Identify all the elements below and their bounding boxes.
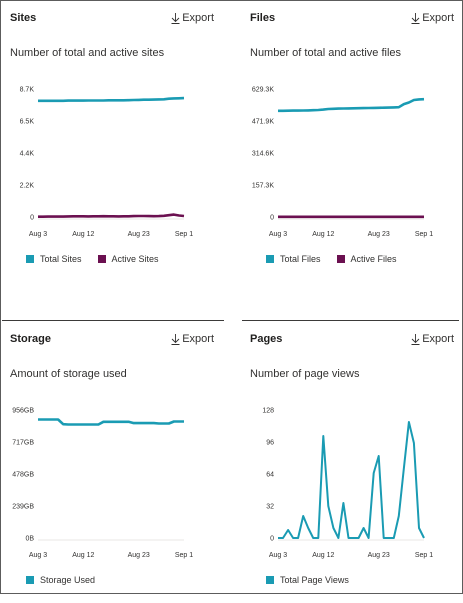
export-label: Export [422, 12, 454, 24]
legend-item-active-sites[interactable]: Active Sites [97, 254, 159, 264]
sites-chart: 8.7K 6.5K 4.4K 2.2K 0 Aug 3 Aug 12 Aug 23 Sep 1 [20, 87, 194, 239]
export-label: Export [422, 333, 454, 345]
legend-label: Active Sites [111, 254, 159, 264]
y-tick-label: 6.5K [20, 119, 35, 126]
sites-panel: Sites Export Number of total and active … [2, 2, 222, 282]
pages-chart: 128 96 64 32 0 Aug 3 Aug 12 Aug 23 Sep 1 [262, 408, 433, 560]
panel-title: Pages [250, 333, 283, 345]
panel-title: Sites [10, 12, 37, 24]
row-divider-left [2, 320, 224, 321]
export-label: Export [182, 12, 214, 24]
y-tick-label: 0 [30, 215, 34, 222]
panel-subtitle: Number of total and active sites [10, 47, 165, 59]
files-chart: 629.3K 471.9K 314.6K 157.3K 0 Aug 3 Aug 12 Aug … [252, 87, 433, 239]
y-tick-label: 717GB [12, 440, 34, 447]
files-panel: Files Export Number of total and active … [242, 2, 462, 282]
export-button[interactable]: Export [171, 12, 214, 24]
pages-panel: Pages Export Number of page views 128 96 6… [242, 323, 462, 603]
export-button[interactable]: Export [411, 333, 454, 345]
y-tick-label: 0 [270, 215, 274, 222]
panel-title: Files [250, 12, 276, 24]
legend-item-total-page-views[interactable]: Total Page Views [266, 575, 349, 585]
x-tick-label: Sep 1 [175, 231, 193, 238]
panel-subtitle: Amount of storage used [10, 368, 127, 380]
download-icon [171, 12, 180, 24]
x-tick-label: Aug 12 [312, 231, 334, 238]
x-tick-label: Aug 23 [368, 552, 390, 559]
x-tick-label: Aug 12 [312, 552, 334, 559]
legend-label: Active Files [350, 254, 397, 264]
y-tick-label: 32 [266, 504, 274, 511]
chart-legend: Total Page Views [266, 575, 349, 585]
download-icon [411, 12, 420, 24]
series-line-storage-used[interactable] [38, 418, 184, 426]
y-tick-label: 4.4K [20, 151, 35, 158]
x-tick-label: Aug 23 [128, 552, 150, 559]
export-button[interactable]: Export [171, 333, 214, 345]
x-tick-label: Aug 3 [269, 231, 287, 238]
x-tick-label: Aug 3 [269, 552, 287, 559]
x-tick-label: Aug 3 [29, 552, 47, 559]
y-tick-label: 629.3K [252, 87, 275, 94]
y-tick-label: 478GB [12, 472, 34, 479]
y-tick-label: 128 [262, 408, 274, 415]
legend-swatch [26, 576, 34, 584]
legend-label: Storage Used [40, 575, 96, 585]
export-button[interactable]: Export [411, 12, 454, 24]
x-tick-label: Aug 3 [29, 231, 47, 238]
legend-item-total-sites[interactable]: Total Sites [26, 254, 82, 264]
download-icon [411, 333, 420, 345]
y-tick-label: 64 [266, 472, 274, 479]
panel-subtitle: Number of total and active files [250, 47, 402, 59]
y-tick-label: 314.6K [252, 151, 275, 158]
legend-swatch [336, 255, 345, 263]
legend-item-active-files[interactable]: Active Files [336, 254, 397, 264]
y-tick-label: 956GB [12, 408, 34, 415]
series-line-total-files[interactable] [278, 97, 425, 113]
chart-legend: Total Files Active Files [266, 254, 397, 264]
y-tick-label: 96 [266, 440, 274, 447]
legend-item-total-files[interactable]: Total Files [266, 254, 321, 264]
series-line-active-sites[interactable] [38, 213, 185, 218]
y-tick-label: 8.7K [20, 87, 35, 94]
x-tick-label: Aug 12 [72, 552, 94, 559]
series-line-total-sites[interactable] [38, 96, 185, 103]
x-tick-label: Sep 1 [415, 552, 433, 559]
panel-subtitle: Number of page views [250, 368, 360, 380]
panel-title: Storage [10, 333, 51, 345]
x-tick-label: Aug 12 [72, 231, 94, 238]
row-divider-right [242, 320, 459, 321]
x-tick-label: Aug 23 [368, 231, 390, 238]
legend-swatch [97, 255, 106, 263]
x-tick-label: Sep 1 [175, 552, 193, 559]
y-tick-label: 0 [270, 536, 274, 543]
chart-legend: Storage Used [26, 575, 95, 585]
series-line-total-page-views[interactable] [278, 421, 425, 539]
export-label: Export [182, 333, 214, 345]
x-tick-label: Sep 1 [415, 231, 433, 238]
download-icon [171, 333, 180, 345]
chart-legend: Total Sites Active Sites [26, 254, 159, 264]
legend-label: Total Page Views [280, 575, 349, 585]
storage-panel: Storage Export Amount of storage used 95… [2, 323, 222, 603]
y-tick-label: 471.9K [252, 119, 275, 126]
legend-label: Total Files [280, 254, 321, 264]
x-tick-label: Aug 23 [128, 231, 150, 238]
legend-swatch [26, 255, 34, 263]
legend-swatch [266, 255, 274, 263]
legend-item-storage-used[interactable]: Storage Used [26, 575, 95, 585]
legend-swatch [266, 576, 274, 584]
storage-chart: 956GB 717GB 478GB 239GB 0B Aug 3 Aug 12 Aug 23 S… [12, 408, 193, 560]
y-tick-label: 157.3K [252, 183, 275, 190]
y-tick-label: 0B [25, 536, 34, 543]
y-tick-label: 2.2K [20, 183, 35, 190]
legend-label: Total Sites [40, 254, 82, 264]
y-tick-label: 239GB [12, 504, 34, 511]
